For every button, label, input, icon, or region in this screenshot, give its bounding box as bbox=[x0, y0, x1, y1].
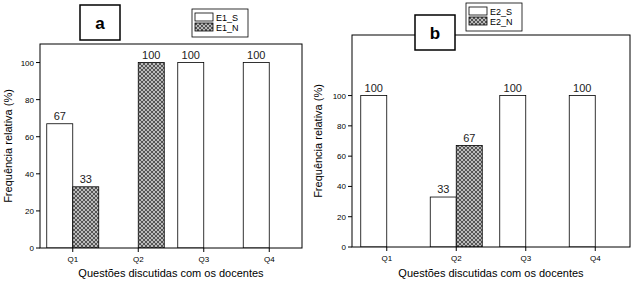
bar bbox=[456, 146, 482, 247]
chart: 100 33 100 100 67 0 20 40 60 80 100 Q1 Q2 Q3 Q4 Questõe… bbox=[312, 3, 630, 279]
y-tick bbox=[36, 248, 40, 249]
legend-label: E2_S bbox=[490, 7, 512, 17]
y-tick-label: 20 bbox=[25, 207, 34, 216]
y-tick-label: 100 bbox=[333, 92, 347, 101]
legend-swatch bbox=[469, 17, 487, 25]
x-tick bbox=[595, 247, 596, 251]
x-tick-label: Q2 bbox=[133, 255, 144, 264]
data-label: 100 bbox=[247, 49, 265, 61]
data-label: 100 bbox=[504, 82, 522, 94]
y-tick bbox=[36, 99, 40, 100]
legend-swatch bbox=[469, 7, 487, 15]
y-tick-label: 20 bbox=[337, 213, 346, 222]
data-label: 100 bbox=[365, 82, 383, 94]
x-tick-label: Q1 bbox=[381, 254, 392, 263]
bar bbox=[47, 124, 73, 248]
legend-swatch bbox=[195, 13, 213, 21]
x-tick bbox=[525, 247, 526, 251]
y-tick bbox=[36, 210, 40, 211]
legend-frame bbox=[466, 3, 522, 31]
x-tick-label: Q3 bbox=[198, 255, 209, 264]
x-tick bbox=[72, 248, 73, 252]
y-tick bbox=[348, 156, 352, 157]
data-label: 67 bbox=[54, 110, 66, 122]
legend-label: E1_S bbox=[216, 13, 238, 23]
legend-label: E1_N bbox=[216, 23, 239, 33]
x-tick bbox=[386, 247, 387, 251]
y-tick-label: 0 bbox=[30, 244, 35, 253]
y-tick-label: 40 bbox=[337, 182, 346, 191]
y-tick bbox=[36, 173, 40, 174]
panel-label-box bbox=[415, 15, 455, 50]
y-tick bbox=[348, 216, 352, 217]
y-tick bbox=[348, 125, 352, 126]
legend: E1_SE1_N bbox=[192, 9, 248, 37]
bars bbox=[361, 96, 596, 247]
y-tick-label: 80 bbox=[25, 96, 34, 105]
bar bbox=[178, 63, 204, 248]
data-labels: 67 100 100 33 100 bbox=[54, 49, 266, 185]
bar bbox=[361, 96, 387, 247]
panel-label: b bbox=[430, 24, 440, 43]
x-tick-label: Q1 bbox=[67, 255, 78, 264]
y-tick bbox=[348, 247, 352, 248]
x-tick-label: Q3 bbox=[520, 254, 531, 263]
bar bbox=[569, 96, 595, 247]
bar bbox=[500, 96, 526, 247]
data-labels: 100 33 100 100 67 bbox=[365, 82, 592, 195]
plot-frame bbox=[352, 35, 630, 247]
y-axis-label: Frequência relativa (%) bbox=[2, 89, 14, 203]
legend-frame bbox=[192, 9, 248, 37]
figure: 6710010033100020406080100Q1Q2Q3Q4Questõe… bbox=[0, 0, 635, 282]
panel-label-box bbox=[80, 5, 120, 40]
y-tick-label: 80 bbox=[337, 122, 346, 131]
data-label: 100 bbox=[573, 82, 591, 94]
data-label: 67 bbox=[463, 132, 475, 144]
y-tick bbox=[348, 186, 352, 187]
x-tick bbox=[203, 248, 204, 252]
legend-swatch bbox=[195, 23, 213, 31]
legend: E2_SE2_N bbox=[466, 3, 522, 31]
bar bbox=[73, 187, 99, 248]
legend-label: E2_N bbox=[490, 17, 513, 27]
y-tick bbox=[36, 136, 40, 137]
bars bbox=[47, 63, 270, 248]
data-label: 33 bbox=[80, 173, 92, 185]
x-axis-label: Questões discutidas com os docentes bbox=[78, 267, 264, 279]
panel-label: a bbox=[95, 14, 105, 33]
bar bbox=[243, 63, 269, 248]
x-tick-label: Q4 bbox=[264, 255, 275, 264]
x-tick-label: Q4 bbox=[590, 254, 601, 263]
data-label: 33 bbox=[437, 183, 449, 195]
y-tick-label: 100 bbox=[21, 59, 35, 68]
data-label: 100 bbox=[142, 49, 160, 61]
y-tick-label: 60 bbox=[25, 133, 34, 142]
y-axis-label: Frequência relativa (%) bbox=[312, 84, 324, 198]
x-tick bbox=[456, 247, 457, 251]
bar bbox=[430, 197, 456, 247]
y-tick-label: 0 bbox=[342, 243, 347, 252]
y-tick bbox=[36, 62, 40, 63]
x-tick-label: Q2 bbox=[451, 254, 462, 263]
y-tick bbox=[348, 95, 352, 96]
chart: 67 100 100 33 100 0 20 40 60 80 100 Q1 Q2 Q3 Q4Questõe… bbox=[2, 5, 302, 279]
y-tick-label: 60 bbox=[337, 152, 346, 161]
x-axis-label: Questões discutidas com os docentes bbox=[398, 267, 584, 279]
y-tick-label: 40 bbox=[25, 170, 34, 179]
x-tick bbox=[269, 248, 270, 252]
bar bbox=[138, 63, 164, 248]
x-tick bbox=[138, 248, 139, 252]
data-label: 100 bbox=[182, 49, 200, 61]
plot-frame bbox=[40, 44, 302, 248]
